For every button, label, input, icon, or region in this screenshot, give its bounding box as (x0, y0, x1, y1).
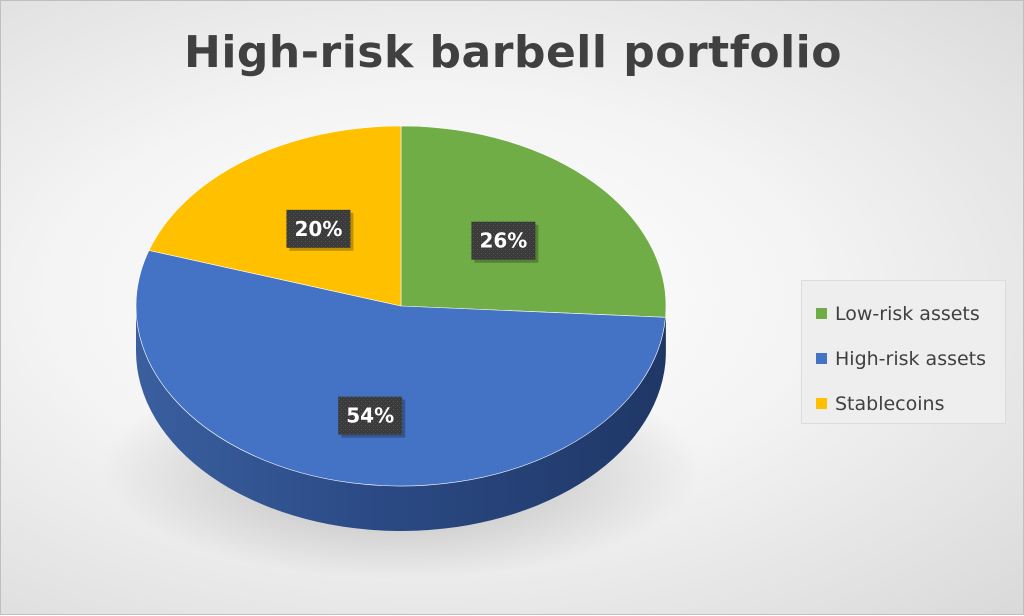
legend-item-high-risk: High-risk assets (802, 336, 1005, 381)
data-label-text: 26% (479, 229, 527, 253)
pie-side-low-risk-assets (665, 306, 666, 363)
legend-label: High-risk assets (835, 347, 987, 370)
data-label-text: 20% (295, 217, 343, 241)
data-label-high-risk-assets: 54% (338, 396, 406, 438)
legend-swatch (816, 398, 827, 409)
data-label-box (471, 221, 536, 260)
legend-label: Stablecoins (835, 392, 945, 415)
pie-sides (136, 306, 666, 532)
legend-label: Low-risk assets (835, 302, 980, 325)
pie-slice-stablecoins (148, 125, 402, 307)
pie-slice-low-risk-assets (400, 125, 667, 318)
pie-labels: 26% 54% 20% (286, 209, 539, 438)
legend-item-low-risk: Low-risk assets (802, 291, 1005, 336)
legend-swatch (816, 308, 827, 319)
data-label-box (286, 209, 351, 248)
pie-slices (135, 125, 667, 487)
data-label-stablecoins: 20% (286, 209, 354, 251)
chart-title: High-risk barbell portfolio (184, 27, 842, 78)
data-label-low-risk-assets: 26% (471, 221, 539, 263)
data-label-box (338, 396, 403, 435)
data-label-text: 54% (346, 404, 394, 428)
legend: Low-risk assets High-risk assets Stablec… (801, 280, 1006, 424)
pie-slice-high-risk-assets (135, 250, 666, 487)
pie-side-high-risk-assets (136, 306, 666, 532)
legend-swatch (816, 353, 827, 364)
legend-item-stablecoins: Stablecoins (802, 381, 1005, 426)
